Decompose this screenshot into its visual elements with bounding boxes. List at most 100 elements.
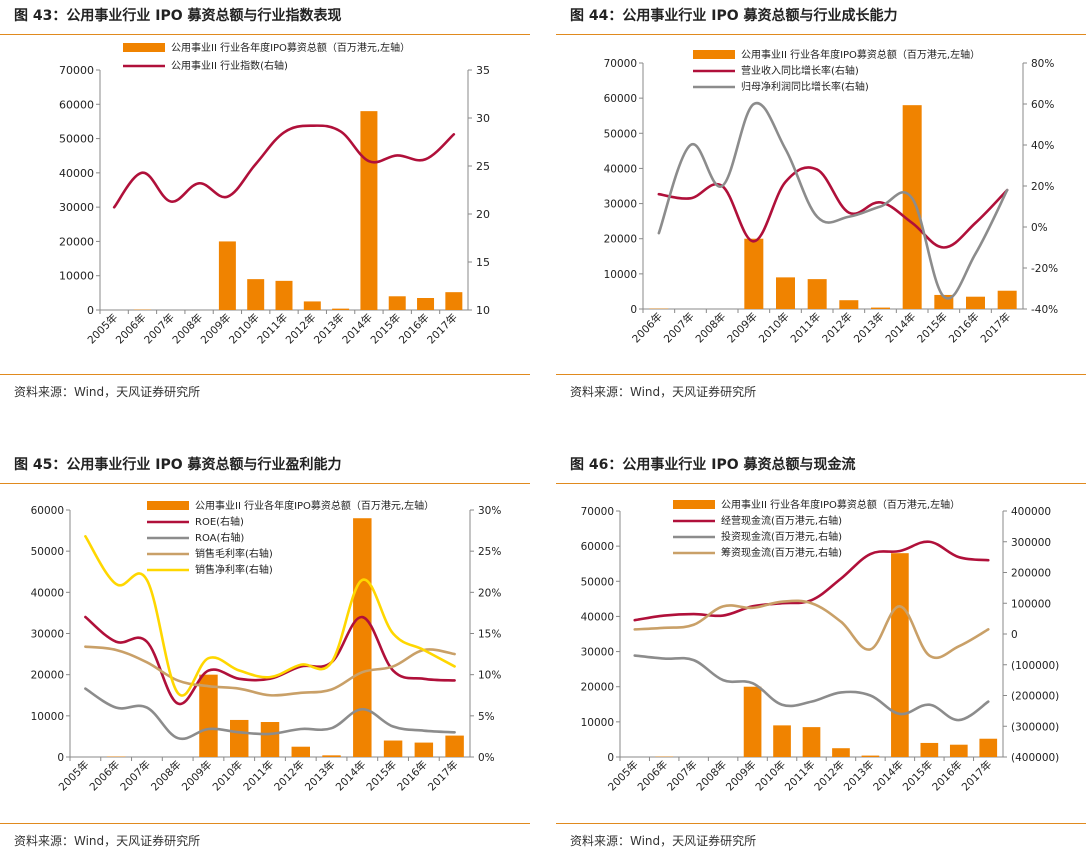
bar	[414, 742, 434, 757]
left-tick-label: 50000	[31, 546, 64, 558]
panel-45: 图 45：公用事业行业 IPO 募资总额与行业盈利能力 0 10000 20000 3…	[0, 449, 530, 849]
left-tick-label: 10000	[604, 269, 637, 281]
right-tick-label: 5%	[478, 711, 495, 723]
x-tick-label: 2014年	[333, 758, 369, 794]
bar	[966, 296, 985, 309]
right-tick-label: (300000)	[1011, 721, 1059, 733]
x-tick-label: 2017年	[425, 758, 461, 794]
left-tick-label: 50000	[604, 128, 637, 140]
right-tick-label: 40%	[1031, 140, 1054, 152]
x-tick-label: 2006年	[113, 311, 149, 347]
bar	[332, 308, 350, 310]
x-tick-label: 2011年	[788, 310, 824, 346]
bar	[744, 238, 764, 309]
right-tick-label: 20	[476, 208, 490, 221]
x-tick-label: 2015年	[914, 310, 950, 346]
left-tick-label: 20000	[31, 670, 64, 682]
left-tick-label: 60000	[31, 505, 64, 517]
x-tick-label: 2007年	[661, 310, 697, 346]
legend-label: 归母净利润同比增长率(右轴)	[741, 80, 869, 93]
source-note: 资料来源：Wind，天风证券研究所	[570, 385, 757, 399]
left-tick-label: 70000	[604, 58, 637, 70]
legend-label: 公用事业II 行业各年度IPO募资总额（百万港元,左轴）	[741, 48, 980, 61]
right-tick-label: (200000)	[1011, 691, 1059, 703]
bar	[773, 725, 791, 757]
legend-label: 公用事业II 行业各年度IPO募资总额（百万港元,左轴）	[171, 41, 410, 54]
chart-43: 0 10000 20000 30000 40000 50000 60000 70000 10 15…	[59, 41, 490, 347]
right-tick-label: 35	[476, 64, 490, 77]
x-tick-label: 2014年	[870, 758, 906, 794]
right-tick-label: 30%	[478, 505, 501, 517]
bar	[230, 719, 249, 757]
right-tick-label: 10%	[478, 670, 501, 682]
chart-45: 0 10000 20000 30000 40000 50000 60000 0% 5% 10% 15…	[31, 499, 502, 794]
right-tick-label: 0	[1011, 629, 1018, 641]
x-tick-label: 2011年	[255, 311, 291, 347]
x-tick-label: 2006年	[87, 758, 123, 794]
source-divider	[556, 823, 1086, 824]
source-divider	[0, 374, 530, 375]
series-line	[84, 645, 456, 697]
left-tick-label: 10000	[31, 711, 64, 723]
bar	[949, 744, 968, 757]
right-tick-label: 60%	[1031, 99, 1054, 111]
right-tick-label: 15%	[478, 629, 501, 641]
series-line	[633, 540, 990, 622]
legend-swatch-bar	[693, 50, 735, 59]
series-line	[84, 535, 456, 697]
bar	[807, 279, 827, 309]
series-line	[633, 599, 990, 660]
left-tick-label: 70000	[581, 506, 614, 518]
legend: 公用事业II 行业各年度IPO募资总额（百万港元,左轴） 公用事业II 行业指数(…	[123, 41, 410, 72]
x-tick-label: 2012年	[819, 310, 855, 346]
series-line	[657, 101, 1009, 300]
right-tick-label: 30	[476, 112, 490, 125]
bar	[871, 307, 890, 309]
x-tick-label: 2008年	[693, 310, 729, 346]
bar	[247, 279, 265, 310]
x-tick-label: 2011年	[782, 758, 818, 794]
legend-label: 经营现金流(百万港元,右轴)	[721, 514, 842, 527]
left-tick-label: 0	[630, 304, 637, 316]
x-tick-label: 2009年	[723, 758, 759, 794]
bar	[199, 674, 218, 757]
series-line	[84, 615, 456, 706]
x-tick-label: 2016年	[946, 310, 982, 346]
bar	[902, 105, 922, 310]
bar	[218, 241, 236, 310]
bar	[839, 300, 859, 309]
right-tick-label: 200000	[1011, 568, 1051, 580]
bar	[360, 111, 378, 311]
x-tick-label: 2012年	[812, 758, 848, 794]
right-tick-label: 80%	[1031, 58, 1054, 70]
left-tick-label: 10000	[581, 717, 614, 729]
right-tick-label: 20%	[478, 587, 501, 599]
source-divider	[0, 823, 530, 824]
right-tick-label: 300000	[1011, 537, 1051, 549]
x-tick-label: 2010年	[753, 758, 789, 794]
chart-title: 图 45：公用事业行业 IPO 募资总额与行业盈利能力	[14, 457, 342, 473]
legend-label: 销售毛利率(右轴)	[195, 547, 273, 560]
legend-swatch-bar	[673, 500, 715, 509]
legend: 公用事业II 行业各年度IPO募资总额（百万港元,左轴） 营业收入同比增长率(右轴…	[693, 48, 980, 93]
series-line	[84, 687, 456, 741]
left-tick-label: 30000	[59, 201, 94, 214]
left-tick-label: 10000	[59, 270, 94, 283]
chart-title: 图 46：公用事业行业 IPO 募资总额与现金流	[570, 457, 856, 473]
left-tick-label: 30000	[581, 647, 614, 659]
x-tick-label: 2016年	[929, 758, 965, 794]
right-tick-label: 100000	[1011, 598, 1051, 610]
legend-swatch-bar	[123, 43, 165, 52]
bar	[832, 748, 850, 757]
left-tick-label: 0	[607, 752, 614, 764]
x-tick-label: 2007年	[118, 758, 154, 794]
x-tick-label: 2006年	[635, 758, 671, 794]
left-tick-label: 60000	[59, 98, 94, 111]
bar	[802, 727, 821, 757]
legend-label: 销售净利率(右轴)	[195, 563, 273, 576]
legend: 公用事业II 行业各年度IPO募资总额（百万港元,左轴） 经营现金流(百万港元,右…	[673, 498, 960, 559]
left-tick-label: 40000	[581, 611, 614, 623]
bar	[743, 686, 762, 757]
legend-label: 筹资现金流(百万港元,右轴)	[721, 546, 842, 559]
left-tick-label: 20000	[581, 682, 614, 694]
